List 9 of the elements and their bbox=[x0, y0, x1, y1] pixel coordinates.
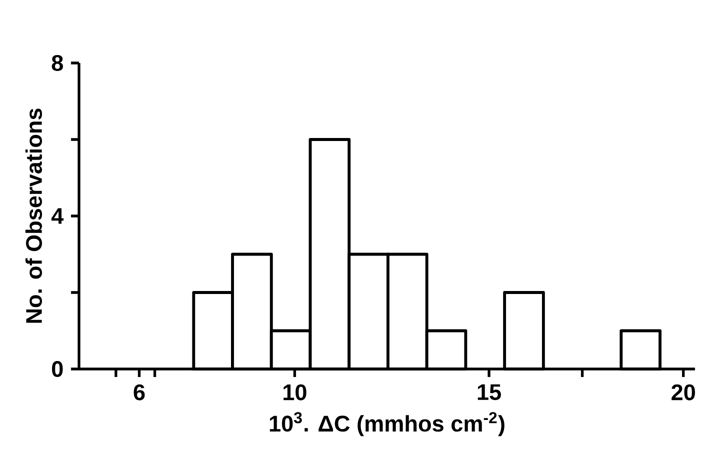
x-tick-label: 15 bbox=[478, 384, 501, 400]
x-tick-label: 20 bbox=[672, 384, 695, 400]
x-tick-label: 10 bbox=[284, 384, 306, 400]
x-axis-title: 10$^{3}$. ΔC (mmhos cm$^{-2}$) bbox=[270, 412, 504, 436]
y-tick-label: 4 bbox=[51, 208, 64, 224]
y-tick-label: 0 bbox=[52, 361, 63, 377]
x-tick-label: 6 bbox=[134, 384, 145, 400]
y-axis-title: No. of Observations bbox=[25, 108, 42, 323]
y-tick-label: 8 bbox=[52, 55, 63, 71]
